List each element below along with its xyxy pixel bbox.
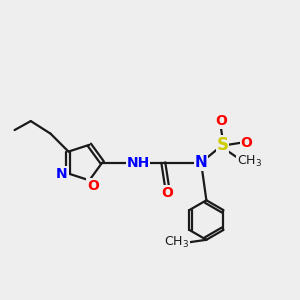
Text: NH: NH [127,156,150,170]
Text: O: O [162,186,173,200]
Text: S: S [217,136,229,154]
Text: O: O [87,179,99,193]
Text: N: N [56,167,68,181]
Text: N: N [195,155,207,170]
Text: O: O [215,114,227,128]
Text: CH$_3$: CH$_3$ [237,154,262,169]
Text: O: O [241,136,253,150]
Text: CH$_3$: CH$_3$ [164,235,189,250]
